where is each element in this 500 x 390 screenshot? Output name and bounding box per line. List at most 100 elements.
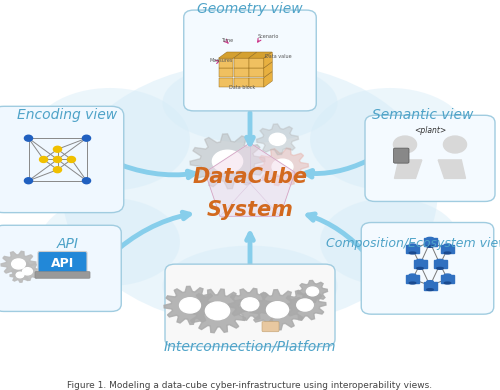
Polygon shape xyxy=(264,62,272,78)
Ellipse shape xyxy=(409,274,416,276)
Polygon shape xyxy=(205,143,295,216)
Polygon shape xyxy=(234,58,248,68)
FancyBboxPatch shape xyxy=(0,225,122,312)
Ellipse shape xyxy=(444,282,451,284)
Bar xyxy=(406,245,419,253)
FancyBboxPatch shape xyxy=(361,223,494,314)
Text: Measures: Measures xyxy=(210,58,234,63)
Circle shape xyxy=(82,135,90,141)
Text: Interconnection/Platform: Interconnection/Platform xyxy=(164,339,336,353)
FancyBboxPatch shape xyxy=(35,272,90,278)
Bar xyxy=(434,260,446,268)
Polygon shape xyxy=(218,78,234,87)
Circle shape xyxy=(272,159,293,174)
Polygon shape xyxy=(218,52,242,58)
Ellipse shape xyxy=(30,88,190,191)
Ellipse shape xyxy=(409,282,416,284)
Polygon shape xyxy=(256,148,308,186)
Ellipse shape xyxy=(310,88,470,191)
Ellipse shape xyxy=(62,62,438,326)
Text: Semantic view: Semantic view xyxy=(372,108,473,122)
Circle shape xyxy=(269,133,286,145)
Ellipse shape xyxy=(427,289,433,291)
Circle shape xyxy=(40,156,48,163)
Circle shape xyxy=(54,156,62,163)
Ellipse shape xyxy=(427,245,433,247)
Polygon shape xyxy=(264,71,272,87)
Polygon shape xyxy=(248,52,272,58)
Circle shape xyxy=(16,272,24,278)
Polygon shape xyxy=(15,262,40,280)
Ellipse shape xyxy=(40,198,180,286)
Bar xyxy=(414,260,426,268)
Circle shape xyxy=(24,178,32,184)
Polygon shape xyxy=(1,251,36,277)
FancyBboxPatch shape xyxy=(184,10,316,111)
Text: Data block: Data block xyxy=(229,85,256,90)
FancyBboxPatch shape xyxy=(365,115,495,202)
FancyBboxPatch shape xyxy=(394,148,409,163)
Polygon shape xyxy=(298,280,328,303)
Circle shape xyxy=(54,146,62,152)
Ellipse shape xyxy=(444,244,451,246)
Ellipse shape xyxy=(444,274,451,276)
Polygon shape xyxy=(190,134,265,189)
Ellipse shape xyxy=(409,252,416,254)
Ellipse shape xyxy=(437,259,444,261)
Text: API: API xyxy=(51,257,74,269)
Ellipse shape xyxy=(162,246,338,326)
Polygon shape xyxy=(234,78,248,87)
Ellipse shape xyxy=(320,198,460,286)
Circle shape xyxy=(22,268,32,275)
Polygon shape xyxy=(234,52,257,58)
Text: Encoding view: Encoding view xyxy=(18,108,117,122)
Circle shape xyxy=(24,135,32,141)
Polygon shape xyxy=(188,289,248,333)
Ellipse shape xyxy=(427,238,433,239)
Bar xyxy=(441,245,454,253)
Circle shape xyxy=(297,299,313,311)
Circle shape xyxy=(394,136,416,153)
Bar xyxy=(424,282,436,290)
Polygon shape xyxy=(284,290,326,320)
Polygon shape xyxy=(248,78,264,87)
Text: Figure 1. Modeling a data-cube cyber-infrastructure using interoperability views: Figure 1. Modeling a data-cube cyber-inf… xyxy=(68,381,432,390)
Ellipse shape xyxy=(444,252,451,254)
Text: System: System xyxy=(206,200,294,220)
Ellipse shape xyxy=(417,259,423,261)
Text: <plant>: <plant> xyxy=(414,126,446,135)
Ellipse shape xyxy=(162,62,338,143)
Text: Scenario: Scenario xyxy=(258,34,280,39)
Circle shape xyxy=(212,150,242,172)
Polygon shape xyxy=(256,124,298,155)
Polygon shape xyxy=(394,160,422,178)
Circle shape xyxy=(206,302,230,320)
Text: Time: Time xyxy=(222,38,234,43)
FancyBboxPatch shape xyxy=(165,264,335,347)
FancyBboxPatch shape xyxy=(0,106,124,213)
Circle shape xyxy=(82,178,90,184)
Bar xyxy=(406,275,419,283)
Circle shape xyxy=(12,259,26,269)
Polygon shape xyxy=(234,68,248,78)
Text: DataCube: DataCube xyxy=(192,167,308,187)
Polygon shape xyxy=(264,52,272,68)
Bar xyxy=(424,238,436,246)
Ellipse shape xyxy=(409,244,416,246)
Circle shape xyxy=(54,167,62,173)
Text: Geometry view: Geometry view xyxy=(197,2,303,16)
Circle shape xyxy=(266,302,288,318)
Circle shape xyxy=(180,298,201,313)
Polygon shape xyxy=(218,68,234,78)
Polygon shape xyxy=(10,268,30,282)
FancyBboxPatch shape xyxy=(262,321,279,332)
Text: API: API xyxy=(56,237,78,251)
Circle shape xyxy=(241,298,259,311)
Text: Composition/Ecosystem view: Composition/Ecosystem view xyxy=(326,237,500,250)
Polygon shape xyxy=(248,58,264,68)
Polygon shape xyxy=(218,58,234,68)
Ellipse shape xyxy=(427,281,433,282)
Circle shape xyxy=(444,136,466,153)
Circle shape xyxy=(68,156,76,163)
Polygon shape xyxy=(248,68,264,78)
